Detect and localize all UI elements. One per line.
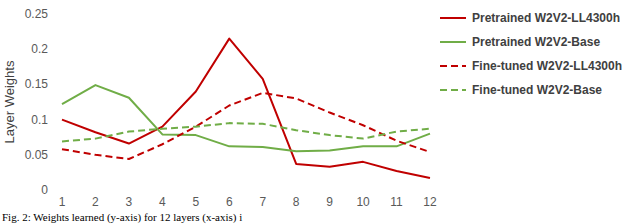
legend-label: Fine-tuned W2V2-LL4300h	[472, 59, 622, 73]
x-tick-label: 4	[159, 195, 166, 209]
plot-area	[62, 39, 430, 178]
legend-label: Pretrained W2V2-LL4300h	[472, 11, 620, 25]
caption: Fig. 2: Weights learned (y-axis) for 12 …	[2, 211, 242, 224]
legend-label: Pretrained W2V2-Base	[472, 35, 600, 49]
y-tick	[50, 154, 53, 155]
chart: 00.050.10.150.20.25Layer Weights12345678…	[0, 0, 640, 224]
x-tick-label: 11	[390, 195, 403, 209]
x-tick-label: 8	[293, 195, 300, 209]
legend-swatch	[440, 17, 466, 19]
x-tick-label: 12	[423, 195, 437, 209]
y-tick-label: 0.2	[31, 42, 48, 56]
y-tick-label: 0.25	[25, 7, 49, 21]
y-tick-label: 0	[41, 183, 48, 197]
y-tick-label: 0.1	[31, 113, 48, 127]
x-tick-label: 6	[226, 195, 233, 209]
x-tick-label: 9	[326, 195, 333, 209]
y-tick-label: 0.15	[25, 77, 49, 91]
y-axis-label: Layer Weights	[2, 60, 17, 143]
x-tick-label: 1	[59, 195, 66, 209]
y-tick	[50, 49, 53, 50]
x-tick-label: 7	[259, 195, 266, 209]
x-tick-label: 5	[192, 195, 199, 209]
legend-swatch	[440, 41, 466, 43]
legend-swatch	[440, 65, 466, 67]
x-tick-label: 2	[92, 195, 99, 209]
series-line	[62, 123, 430, 141]
y-tick	[50, 190, 53, 191]
series-line	[62, 39, 430, 178]
series-line	[62, 93, 430, 159]
legend-label: Fine-tuned W2V2-Base	[472, 83, 602, 97]
y-tick	[50, 84, 53, 85]
y-tick	[50, 14, 53, 15]
series-line	[62, 85, 430, 151]
x-tick-label: 10	[356, 195, 370, 209]
legend-swatch	[440, 89, 466, 91]
y-tick-label: 0.05	[25, 148, 49, 162]
y-tick	[50, 119, 53, 120]
x-tick-label: 3	[126, 195, 133, 209]
